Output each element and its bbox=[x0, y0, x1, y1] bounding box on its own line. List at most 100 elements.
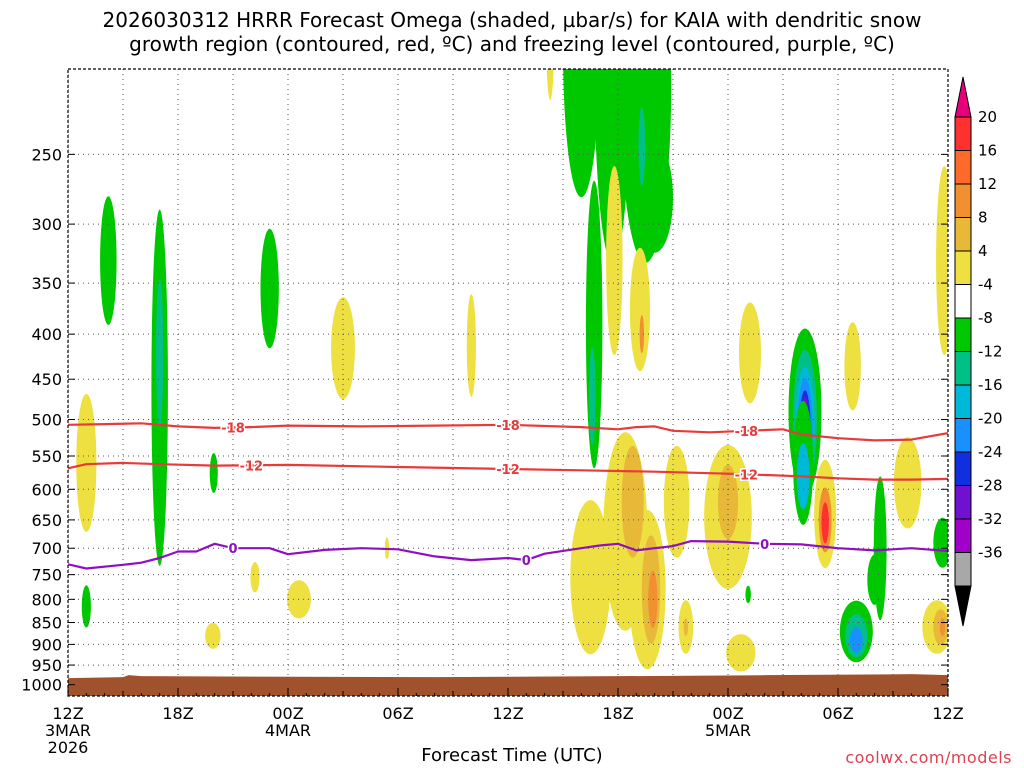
y-tick-label: 600 bbox=[31, 480, 62, 499]
y-tick-label: 550 bbox=[31, 447, 62, 466]
colorbar-label: -28 bbox=[978, 477, 1003, 495]
contour-freezing-level bbox=[68, 540, 948, 570]
colorbar-segment bbox=[954, 217, 972, 252]
colorbar-label: 4 bbox=[978, 242, 988, 260]
x-tick-sublabel: 5MAR bbox=[705, 721, 751, 740]
y-tick-label: 300 bbox=[31, 215, 62, 234]
contour-label: -18 bbox=[735, 425, 759, 440]
gridlines bbox=[68, 69, 948, 696]
omega-cell bbox=[100, 196, 117, 325]
y-tick-label: 650 bbox=[31, 511, 62, 530]
omega-shading bbox=[76, 69, 948, 672]
pressure-axis: 250 300 350 400 450 500 550 600 650 700 750 800 850 9… bbox=[21, 145, 948, 695]
colorbar-label: -12 bbox=[978, 343, 1003, 361]
colorbar-label: -24 bbox=[978, 443, 1003, 461]
omega-cell bbox=[844, 322, 861, 411]
x-tick-label: 18Z bbox=[602, 704, 633, 723]
colorbar-label: -32 bbox=[978, 510, 1003, 528]
colorbar-segment bbox=[954, 116, 972, 151]
contour-dgz-bottom bbox=[68, 461, 948, 481]
omega-cell bbox=[639, 315, 645, 354]
x-tick-label: 12Z bbox=[52, 704, 83, 723]
colorbar-segment bbox=[954, 552, 972, 587]
colorbar-segment bbox=[954, 518, 972, 553]
omega-cell bbox=[205, 622, 221, 649]
x-tick-label: 18Z bbox=[162, 704, 193, 723]
colorbar-segment bbox=[954, 351, 972, 386]
omega-cell bbox=[933, 517, 948, 568]
y-tick-label: 500 bbox=[31, 411, 62, 430]
omega-cell bbox=[936, 165, 948, 356]
omega-cell bbox=[250, 561, 260, 593]
omega-cell bbox=[821, 502, 829, 544]
colorbar-label: -8 bbox=[978, 309, 993, 327]
contour-label: -12 bbox=[735, 468, 759, 483]
colorbar-label: -16 bbox=[978, 376, 1003, 394]
colorbar-label: -4 bbox=[978, 276, 993, 294]
omega-cell bbox=[636, 142, 674, 253]
contour-label: -18 bbox=[496, 419, 520, 434]
colorbar-label: 12 bbox=[978, 175, 997, 193]
omega-cell bbox=[867, 554, 883, 605]
omega-cell bbox=[663, 445, 690, 558]
omega-cell bbox=[683, 618, 689, 636]
y-tick-label: 1000 bbox=[21, 676, 62, 695]
colorbar-bottom-arrow bbox=[954, 585, 972, 627]
x-tick-label: 06Z bbox=[382, 704, 413, 723]
y-tick-label: 250 bbox=[31, 145, 62, 164]
omega-cell bbox=[939, 618, 946, 636]
y-tick-label: 750 bbox=[31, 566, 62, 585]
omega-cell bbox=[629, 247, 651, 372]
colorbar-top-arrow bbox=[954, 76, 972, 118]
omega-cell bbox=[849, 627, 863, 654]
x-tick-label: 00Z bbox=[272, 704, 303, 723]
y-tick-label: 700 bbox=[31, 539, 62, 558]
colorbar-segment bbox=[954, 183, 972, 218]
colorbar-label: 8 bbox=[978, 209, 988, 227]
x-tick-sublabel: 4MAR bbox=[265, 721, 311, 740]
x-tick-label: 12Z bbox=[932, 704, 963, 723]
y-tick-label: 400 bbox=[31, 325, 62, 344]
omega-cell bbox=[893, 437, 922, 529]
omega-cell bbox=[466, 294, 476, 397]
omega-cell bbox=[621, 445, 644, 558]
contour-label: 0 bbox=[228, 542, 237, 557]
contour-label: -18 bbox=[221, 421, 245, 436]
omega-cell bbox=[726, 634, 756, 672]
colorbar-label: -20 bbox=[978, 410, 1003, 428]
colorbar-label: 16 bbox=[978, 142, 997, 160]
y-tick-label: 350 bbox=[31, 274, 62, 293]
omega-cell bbox=[546, 69, 554, 100]
colorbar-segment bbox=[954, 384, 972, 419]
y-tick-label: 800 bbox=[31, 590, 62, 609]
omega-cell bbox=[739, 302, 761, 404]
omega-cell bbox=[648, 570, 658, 629]
omega-cell bbox=[81, 585, 91, 628]
contour-dgz-top bbox=[68, 422, 948, 442]
temperature-contours: -18 -18 -18 -12 -12 -12 0 0 0 bbox=[68, 417, 948, 571]
x-tick-label: 00Z bbox=[712, 704, 743, 723]
x-tick-sublabel: 2026 bbox=[48, 738, 89, 757]
colorbar-segment bbox=[954, 317, 972, 352]
omega-cell bbox=[209, 453, 218, 493]
omega-cell bbox=[76, 393, 97, 532]
x-tick-label: 06Z bbox=[822, 704, 853, 723]
colorbar-segment bbox=[954, 418, 972, 453]
omega-cell bbox=[260, 228, 279, 349]
omega-cell bbox=[331, 297, 355, 400]
chart-title-line1: 2026030312 HRRR Forecast Omega (shaded, … bbox=[102, 8, 922, 32]
omega-cell bbox=[745, 585, 751, 604]
y-tick-label: 950 bbox=[31, 656, 62, 675]
y-tick-label: 900 bbox=[31, 635, 62, 654]
colorbar-segment bbox=[954, 284, 972, 319]
credit-link[interactable]: coolwx.com/models bbox=[845, 748, 1012, 767]
omega-cell bbox=[563, 69, 600, 198]
omega-cell bbox=[589, 346, 596, 445]
colorbar-segment bbox=[954, 250, 972, 285]
x-tick-sublabel: 3MAR bbox=[45, 721, 91, 740]
contour-label: 0 bbox=[522, 554, 531, 569]
contour-label: -12 bbox=[496, 463, 520, 478]
colorbar-segment bbox=[954, 150, 972, 185]
colorbar-label: -36 bbox=[978, 544, 1003, 562]
